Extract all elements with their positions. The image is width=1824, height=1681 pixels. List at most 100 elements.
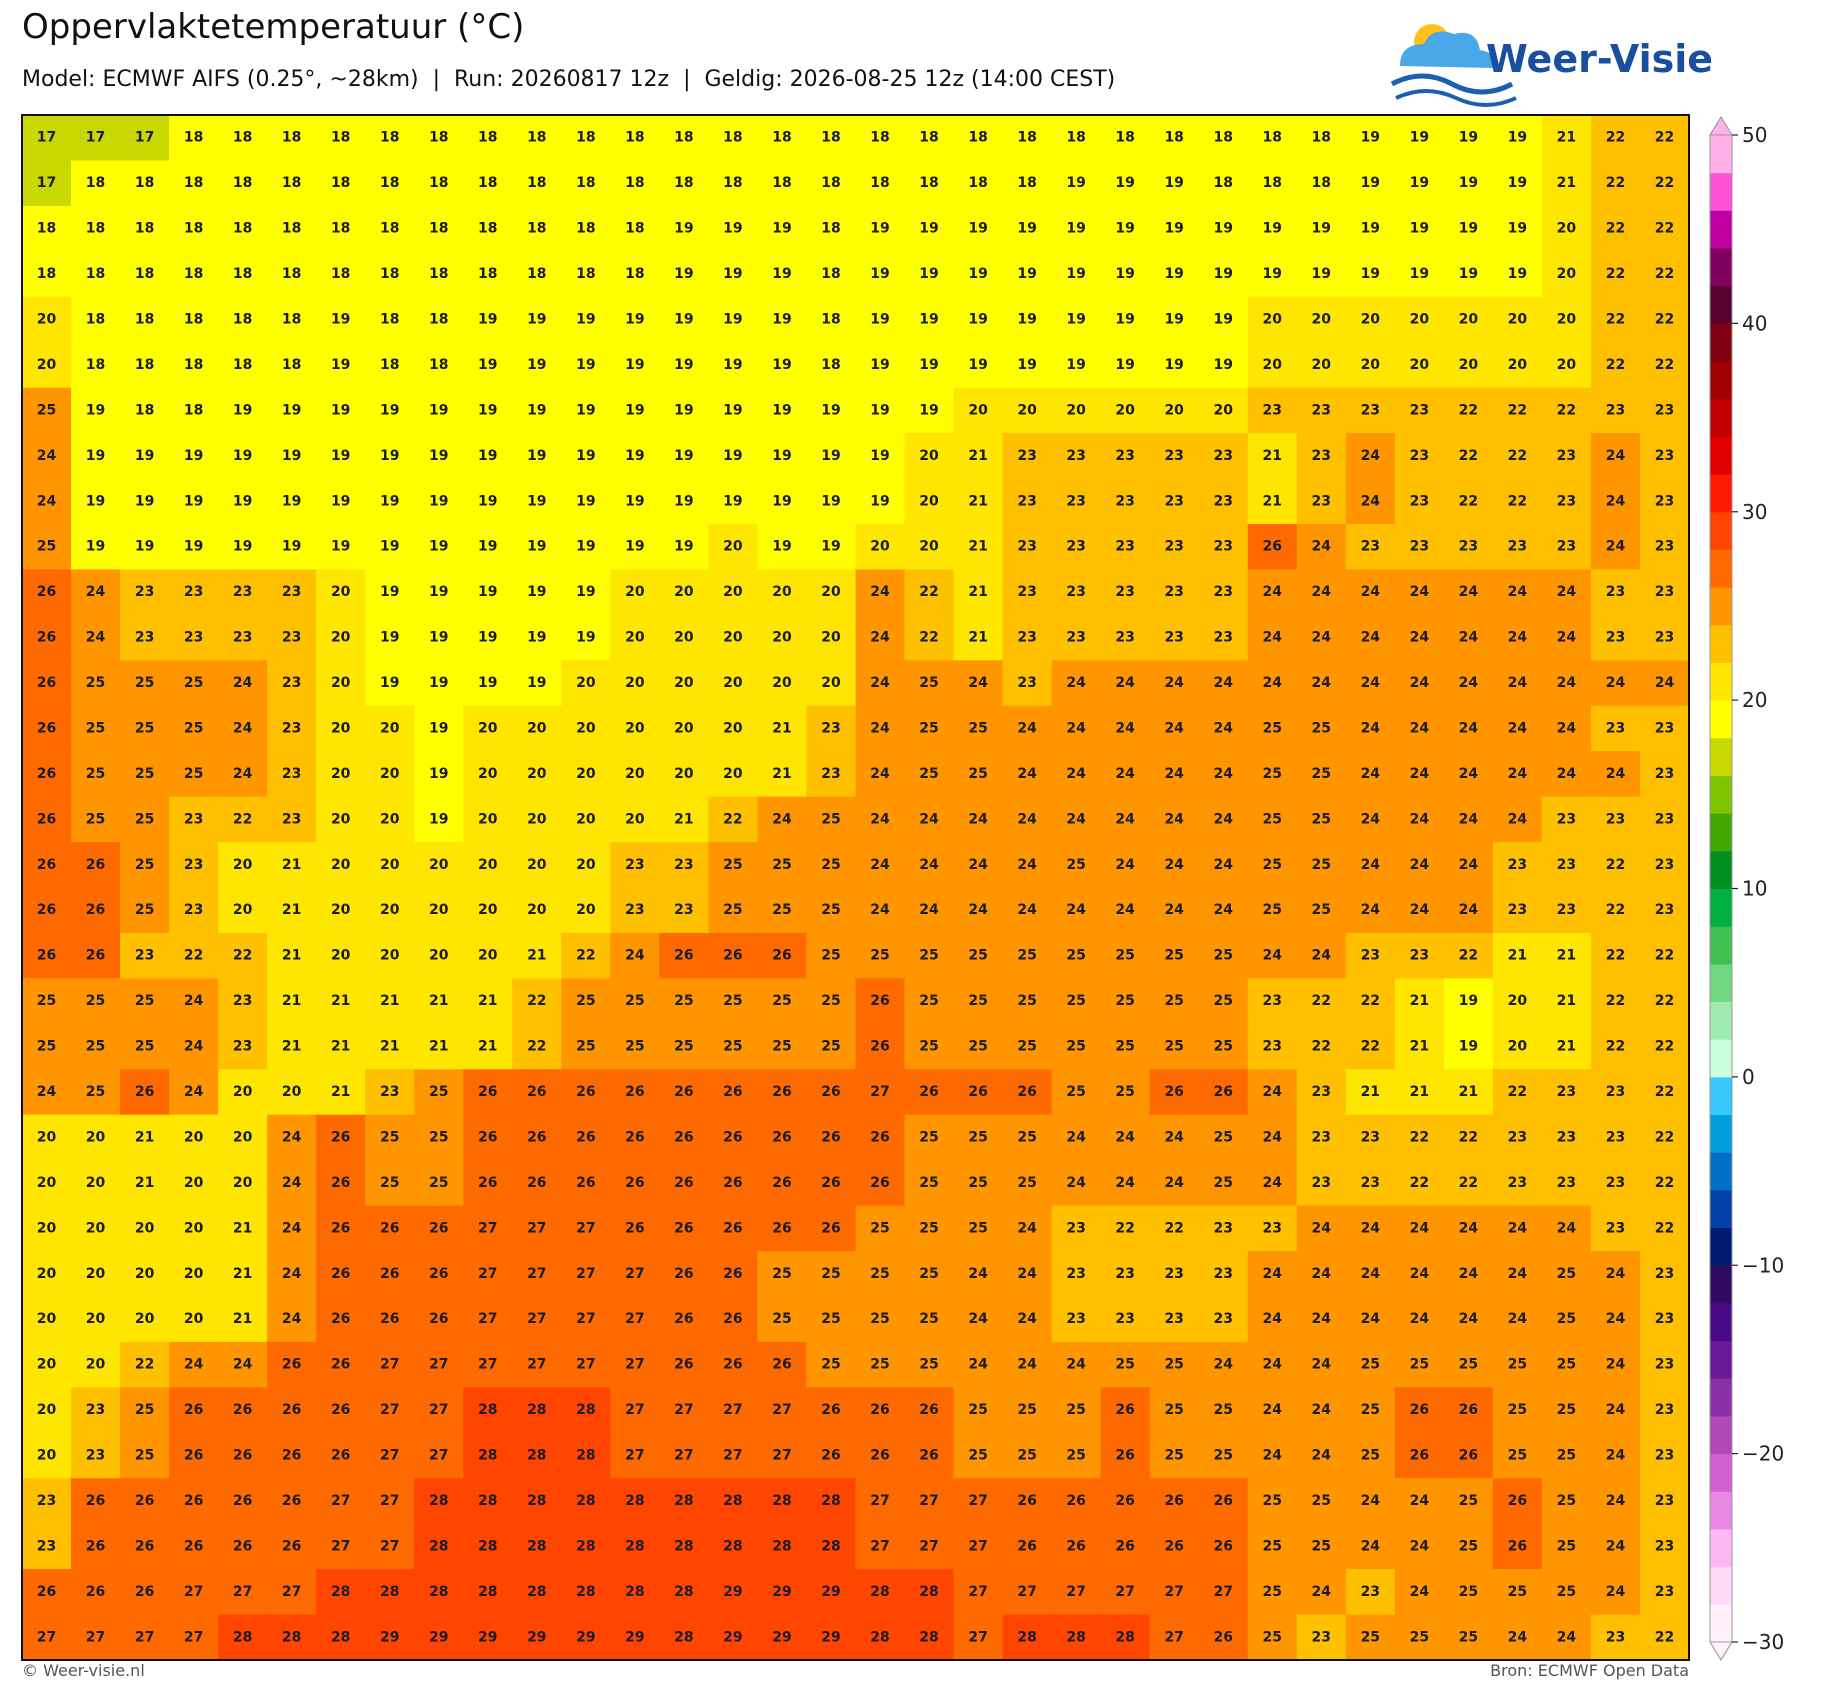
- temperature-label: 19: [625, 493, 644, 509]
- temperature-cell: [1051, 478, 1102, 525]
- temperature-label: 23: [380, 1084, 399, 1100]
- temperature-cell: [1443, 1160, 1494, 1207]
- temperature-label: 26: [478, 1175, 497, 1191]
- temperature-cell: [1394, 1296, 1445, 1343]
- temperature-cell: [904, 1432, 955, 1479]
- temperature-label: 18: [380, 311, 399, 327]
- temperature-cell: [561, 842, 611, 889]
- temperature-cell: [1100, 887, 1151, 934]
- temperature-cell: [169, 1069, 219, 1116]
- temperature-label: 20: [674, 720, 694, 736]
- temperature-label: 23: [233, 1039, 252, 1055]
- temperature-cell: [316, 160, 366, 207]
- temperature-label: 25: [919, 766, 938, 782]
- temperature-cell: [1002, 660, 1053, 707]
- temperature-label: 24: [1410, 902, 1430, 918]
- temperature-label: 18: [282, 221, 301, 237]
- temperature-label: 26: [1459, 1402, 1478, 1418]
- temperature-label: 20: [37, 357, 57, 373]
- temperature-cell: [512, 387, 562, 434]
- temperature-label: 24: [1361, 1266, 1381, 1282]
- temperature-cell: [316, 115, 366, 162]
- temperature-label: 28: [772, 1538, 791, 1554]
- temperature-label: 18: [576, 221, 595, 237]
- temperature-cell: [855, 1114, 906, 1161]
- temperature-label: 19: [1115, 311, 1134, 327]
- temperature-label: 24: [1312, 539, 1332, 555]
- temperature-label: 19: [429, 539, 448, 555]
- temperature-cell: [1100, 433, 1151, 480]
- temperature-label: 18: [625, 266, 644, 282]
- temperature-label: 25: [1508, 1584, 1527, 1600]
- temperature-label: 24: [870, 857, 890, 873]
- temperature-cell: [708, 1205, 759, 1252]
- temperature-label: 24: [1312, 1448, 1332, 1464]
- temperature-cell: [1247, 1251, 1298, 1298]
- temperature-cell: [1492, 751, 1543, 798]
- temperature-label: 20: [625, 630, 645, 646]
- temperature-label: 20: [919, 539, 939, 555]
- temperature-label: 25: [772, 857, 791, 873]
- temperature-label: 27: [478, 1311, 497, 1327]
- temperature-cell: [561, 1387, 611, 1434]
- temperature-cell: [1296, 296, 1347, 343]
- temperature-cell: [1296, 1432, 1347, 1479]
- temperature-cell: [610, 1478, 660, 1525]
- temperature-cell: [1100, 796, 1151, 843]
- temperature-cell: [1443, 115, 1494, 162]
- logo-text: Weer-Visie: [1486, 37, 1713, 81]
- temperature-label: 25: [968, 993, 987, 1009]
- temperature-cell: [1100, 660, 1151, 707]
- colorbar-segment: [1710, 1491, 1732, 1530]
- temperature-label: 18: [625, 175, 644, 191]
- temperature-label: 20: [527, 766, 547, 782]
- temperature-label: 19: [723, 357, 742, 373]
- temperature-label: 28: [674, 1629, 693, 1645]
- temperature-cell: [1247, 1205, 1298, 1252]
- temperature-cell: [1149, 1114, 1200, 1161]
- temperature-label: 24: [625, 948, 645, 964]
- temperature-cell: [218, 1523, 268, 1570]
- temperature-cell: [218, 115, 268, 162]
- temperature-cell: [22, 1296, 72, 1343]
- temperature-label: 19: [184, 493, 203, 509]
- temperature-cell: [610, 478, 660, 525]
- temperature-label: 18: [86, 221, 105, 237]
- temperature-label: 28: [870, 1584, 889, 1600]
- temperature-cell: [1149, 205, 1200, 252]
- temperature-label: 24: [1213, 902, 1233, 918]
- temperature-cell: [1149, 523, 1200, 571]
- temperature-label: 23: [37, 1493, 56, 1509]
- temperature-cell: [1541, 842, 1592, 889]
- temperature-cell: [1639, 1432, 1690, 1479]
- temperature-cell: [1002, 1205, 1053, 1252]
- temperature-cell: [1296, 1160, 1347, 1207]
- temperature-label: 26: [723, 1220, 742, 1236]
- temperature-cell: [1590, 1251, 1641, 1298]
- temperature-cell: [708, 433, 759, 480]
- temperature-cell: [757, 705, 808, 752]
- temperature-label: 19: [625, 448, 644, 464]
- temperature-cell: [953, 251, 1004, 298]
- temperature-cell: [365, 1114, 415, 1161]
- temperature-cell: [1198, 1341, 1249, 1388]
- temperature-cell: [1002, 614, 1053, 661]
- temperature-label: 19: [380, 630, 399, 646]
- temperature-label: 26: [1459, 1448, 1478, 1464]
- temperature-label: 26: [1164, 1538, 1183, 1554]
- temperature-label: 22: [1655, 993, 1674, 1009]
- temperature-cell: [22, 1114, 72, 1161]
- temperature-label: 20: [86, 1311, 106, 1327]
- temperature-cell: [561, 205, 611, 252]
- temperature-label: 25: [1459, 1584, 1478, 1600]
- temperature-cell: [512, 1432, 562, 1479]
- temperature-label: 19: [331, 311, 350, 327]
- temperature-cell: [120, 614, 170, 661]
- temperature-label: 19: [1508, 130, 1527, 146]
- temperature-cell: [1247, 1296, 1298, 1343]
- temperature-label: 25: [1361, 1448, 1380, 1464]
- temperature-label: 20: [282, 1084, 302, 1100]
- temperature-label: 24: [1017, 857, 1037, 873]
- colorbar-tick-label: 20: [1742, 688, 1767, 712]
- temperature-cell: [1345, 660, 1396, 707]
